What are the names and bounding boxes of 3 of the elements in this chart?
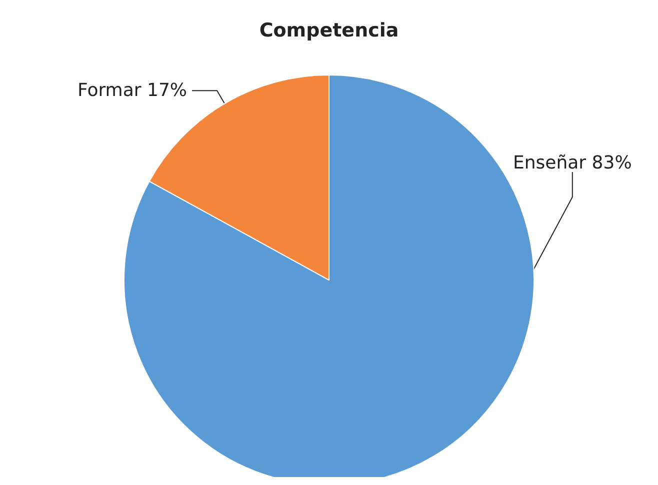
chart-title: Competencia: [259, 20, 399, 42]
slice-label: Enseñar 83%: [513, 152, 632, 174]
slice-label: Formar 17%: [77, 80, 188, 102]
